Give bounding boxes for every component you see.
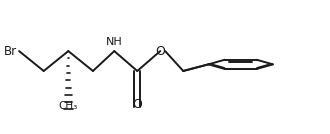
Text: NH: NH: [106, 37, 123, 47]
Text: O: O: [132, 98, 142, 111]
Text: Br: Br: [4, 45, 17, 58]
Text: O: O: [155, 45, 165, 58]
Text: CH₃: CH₃: [59, 101, 78, 111]
